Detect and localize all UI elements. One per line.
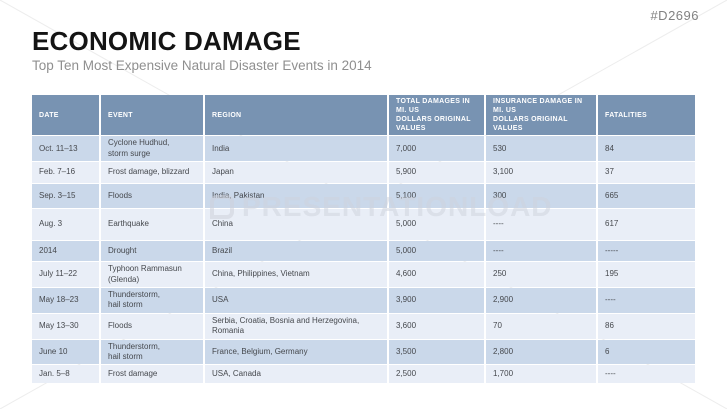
cell-fatalities: 6 — [598, 339, 695, 365]
cell-date: 2014 — [32, 241, 99, 262]
cell-date: Jan. 5–8 — [32, 365, 99, 384]
cell-fatalities: ---- — [598, 287, 695, 313]
table-row: Oct. 11–13 Cyclone Hudhud, storm surge Ind… — [32, 136, 695, 162]
column-header-event: EVENT — [101, 95, 203, 136]
cell-event: Frost damage, blizzard — [101, 162, 203, 184]
column-header-fatalities: FATALITIES — [598, 95, 695, 136]
cell-insurance: 2,800 — [486, 339, 596, 365]
cell-total: 3,600 — [389, 313, 484, 339]
table-body: Oct. 11–13 Cyclone Hudhud, storm surge Ind… — [32, 136, 695, 384]
column-header-region: REGION — [205, 95, 387, 136]
table-header-row: DATE EVENT REGION TOTAL DAMAGES IN MI. US D… — [32, 95, 695, 136]
page-subtitle: Top Ten Most Expensive Natural Disaster … — [32, 58, 372, 73]
table-row: Aug. 3 Earthquake China 5,000 ---- 617 — [32, 209, 695, 241]
cell-event: Drought — [101, 241, 203, 262]
cell-fatalities: 617 — [598, 209, 695, 241]
cell-date: June 10 — [32, 339, 99, 365]
cell-insurance: 3,100 — [486, 162, 596, 184]
table-row: May 13–30 Floods Serbia, Croatia, Bosnia a… — [32, 313, 695, 339]
cell-date: Sep. 3–15 — [32, 184, 99, 209]
cell-region: China, Philippines, Vietnam — [205, 262, 387, 287]
column-header-date: DATE — [32, 95, 99, 136]
table-row: July 11–22 Typhoon Rammasun (Glenda) China… — [32, 262, 695, 287]
cell-date: Aug. 3 — [32, 209, 99, 241]
cell-date: May 18–23 — [32, 287, 99, 313]
cell-total: 3,500 — [389, 339, 484, 365]
column-header-insurance: INSURANCE DAMAGE IN MI. US DOLLARS ORIGI… — [486, 95, 596, 136]
cell-fatalities: 665 — [598, 184, 695, 209]
cell-event: Thunderstorm, hail storm — [101, 339, 203, 365]
cell-region: USA, Canada — [205, 365, 387, 384]
cell-insurance: 530 — [486, 136, 596, 162]
cell-insurance: 2,900 — [486, 287, 596, 313]
cell-region: France, Belgium, Germany — [205, 339, 387, 365]
cell-event: Typhoon Rammasun (Glenda) — [101, 262, 203, 287]
cell-insurance: 300 — [486, 184, 596, 209]
page-title: ECONOMIC DAMAGE — [32, 26, 301, 56]
cell-event: Floods — [101, 313, 203, 339]
cell-fatalities: 37 — [598, 162, 695, 184]
cell-fatalities: ----- — [598, 241, 695, 262]
cell-total: 2,500 — [389, 365, 484, 384]
cell-total: 5,100 — [389, 184, 484, 209]
cell-total: 5,000 — [389, 209, 484, 241]
column-header-total: TOTAL DAMAGES IN MI. US DOLLARS ORIGINAL… — [389, 95, 484, 136]
table-row: May 18–23 Thunderstorm, hail storm USA 3,90… — [32, 287, 695, 313]
table-row: Jan. 5–8 Frost damage USA, Canada 2,500 1,70… — [32, 365, 695, 384]
cell-insurance: 70 — [486, 313, 596, 339]
table-row: 2014 Drought Brazil 5,000 ---- ----- — [32, 241, 695, 262]
cell-region: India, Pakistan — [205, 184, 387, 209]
cell-event: Thunderstorm, hail storm — [101, 287, 203, 313]
cell-region: China — [205, 209, 387, 241]
cell-region: Brazil — [205, 241, 387, 262]
cell-region: USA — [205, 287, 387, 313]
disaster-table: DATE EVENT REGION TOTAL DAMAGES IN MI. US D… — [32, 95, 695, 384]
cell-total: 5,900 — [389, 162, 484, 184]
cell-total: 4,600 — [389, 262, 484, 287]
cell-date: Oct. 11–13 — [32, 136, 99, 162]
cell-event: Earthquake — [101, 209, 203, 241]
cell-total: 7,000 — [389, 136, 484, 162]
slide-code: #D2696 — [650, 8, 699, 23]
cell-event: Cyclone Hudhud, storm surge — [101, 136, 203, 162]
cell-region: India — [205, 136, 387, 162]
cell-total: 3,900 — [389, 287, 484, 313]
cell-event: Floods — [101, 184, 203, 209]
table-row: June 10 Thunderstorm, hail storm France, B… — [32, 339, 695, 365]
cell-fatalities: 84 — [598, 136, 695, 162]
cell-fatalities: 195 — [598, 262, 695, 287]
cell-insurance: 250 — [486, 262, 596, 287]
cell-region: Japan — [205, 162, 387, 184]
table-row: Feb. 7–16 Frost damage, blizzard Japan 5,90… — [32, 162, 695, 184]
cell-insurance: 1,700 — [486, 365, 596, 384]
cell-total: 5,000 — [389, 241, 484, 262]
cell-fatalities: ---- — [598, 365, 695, 384]
cell-date: May 13–30 — [32, 313, 99, 339]
cell-date: Feb. 7–16 — [32, 162, 99, 184]
cell-insurance: ---- — [486, 241, 596, 262]
cell-insurance: ---- — [486, 209, 596, 241]
cell-region: Serbia, Croatia, Bosnia and Herzegovina,… — [205, 313, 387, 339]
cell-fatalities: 86 — [598, 313, 695, 339]
table-row: Sep. 3–15 Floods India, Pakistan 5,100 300 66… — [32, 184, 695, 209]
cell-date: July 11–22 — [32, 262, 99, 287]
cell-event: Frost damage — [101, 365, 203, 384]
